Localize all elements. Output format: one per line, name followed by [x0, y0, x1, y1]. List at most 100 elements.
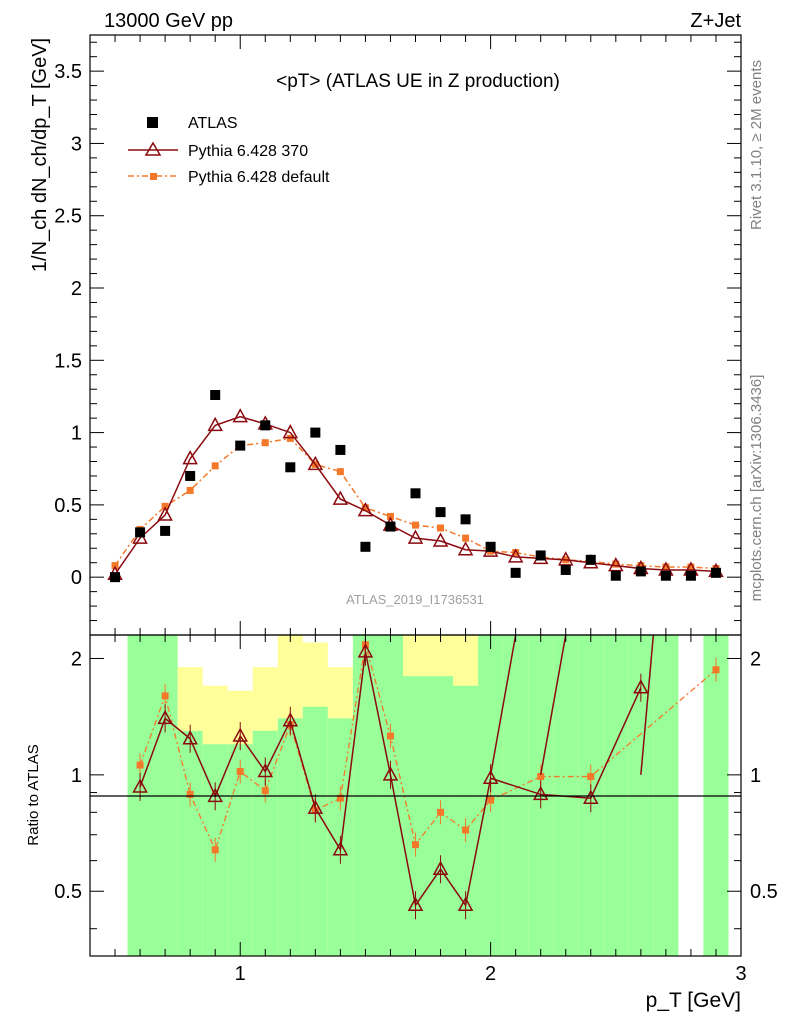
data-point-atlas	[585, 554, 596, 565]
legend-pythiadef-label: Pythia 6.428 default	[188, 169, 330, 186]
analysis-watermark: ATLAS_2019_I1736531	[346, 592, 484, 607]
data-point-pythia-370	[608, 557, 624, 572]
ratio-point-pythia-default	[161, 692, 169, 700]
data-point-pythia-default	[687, 563, 695, 571]
data-point-pythia-default	[111, 562, 119, 570]
data-point-pythia-370	[282, 424, 299, 439]
legend: ATLAS Pythia 6.428 370 Pythia 6.428 defa…	[128, 115, 330, 186]
rivet-version-label: Rivet 3.1.10, ≥ 2M events	[748, 60, 765, 230]
data-point-atlas	[385, 521, 396, 532]
x-tick-label: 2	[485, 963, 496, 985]
data-point-pythia-370	[157, 506, 173, 521]
data-point-pythia-default	[386, 512, 394, 520]
ratio-point-pythia-370	[357, 643, 374, 658]
data-point-pythia-default	[412, 521, 419, 529]
data-point-atlas	[185, 470, 196, 481]
ratio-point-pythia-370	[432, 860, 449, 875]
data-point-pythia-370	[207, 416, 223, 432]
ratio-y-tick-label-right: 0.5	[750, 881, 778, 903]
data-point-pythia-default	[462, 534, 470, 542]
data-point-atlas	[460, 514, 471, 525]
ratio-point-pythia-default	[587, 773, 595, 781]
data-point-pythia-370	[232, 408, 248, 423]
y-tick-label: 1	[71, 423, 82, 445]
data-point-atlas	[435, 507, 446, 518]
data-point-pythia-370	[457, 541, 474, 556]
ratio-point-pythia-default	[236, 768, 244, 776]
data-point-atlas	[660, 570, 671, 581]
data-point-pythia-default	[336, 468, 344, 476]
series-line-pythia-370	[114, 415, 717, 575]
data-point-pythia-370	[357, 502, 374, 517]
ratio-offscale-segment	[489, 634, 517, 775]
data-point-atlas	[235, 440, 246, 451]
axes-ticks: 1 2 3 0 0.5 1 1.5 2 2.5 3 3.5 0.5 0.5 1 1 2 2	[54, 35, 778, 985]
ratio-y-tick-label-right: 2	[750, 648, 761, 670]
data-point-atlas	[610, 570, 621, 581]
data-point-atlas	[260, 420, 271, 431]
ratio-point-pythia-370	[282, 712, 299, 727]
ratio-point-pythia-370	[307, 799, 324, 814]
ratio-band-green	[177, 730, 203, 956]
ratio-point-pythia-370	[633, 679, 649, 694]
ratio-offscale-segment	[539, 634, 567, 775]
ratio-point-pythia-default	[336, 794, 344, 802]
x-axis-label: p_T [GeV]	[646, 989, 741, 1012]
ratio-point-pythia-370	[532, 785, 549, 801]
data-point-pythia-default	[211, 462, 219, 470]
ratio-point-pythia-370	[157, 709, 173, 725]
data-point-atlas	[210, 390, 221, 400]
ratio-point-pythia-370	[332, 841, 349, 856]
data-point-pythia-default	[437, 524, 445, 532]
data-point-atlas	[510, 567, 521, 578]
data-point-pythia-default	[512, 549, 520, 557]
data-point-atlas	[310, 427, 321, 438]
data-point-atlas	[360, 541, 371, 552]
data-point-atlas	[685, 570, 696, 581]
data-point-pythia-370	[332, 490, 349, 505]
legend-atlas-marker	[147, 117, 158, 128]
ratio-point-pythia-370	[182, 730, 198, 745]
x-tick-label: 3	[735, 963, 746, 985]
data-point-pythia-default	[637, 562, 645, 570]
data-point-pythia-default	[361, 504, 369, 512]
data-point-pythia-370	[307, 455, 324, 471]
data-point-atlas	[710, 567, 721, 578]
ratio-line-pythia-370	[139, 651, 642, 908]
ratio-point-pythia-370	[232, 727, 248, 742]
data-point-pythia-default	[612, 560, 620, 568]
ratio-point-pythia-default	[211, 846, 219, 854]
data-point-atlas	[485, 541, 496, 552]
ratio-point-pythia-370	[132, 778, 148, 793]
y-tick-label: 0	[71, 567, 82, 589]
ratio-point-pythia-default	[261, 787, 269, 795]
data-point-atlas	[410, 488, 421, 499]
data-point-pythia-default	[662, 563, 670, 571]
data-point-atlas	[285, 462, 296, 473]
ratio-y-tick-label: 1	[71, 765, 82, 787]
ratio-point-pythia-370	[382, 766, 399, 781]
main-title: <pT> (ATLAS UE in Z production)	[276, 71, 560, 92]
main-y-axis-label: 1/N_ch dN_ch/dp_T [GeV]	[29, 38, 51, 272]
ratio-point-pythia-default	[537, 773, 545, 781]
data-point-atlas	[160, 525, 171, 536]
ratio-point-pythia-default	[487, 796, 495, 804]
data-point-pythia-default	[161, 502, 169, 510]
ratio-y-tick-label-right: 1	[750, 765, 761, 787]
main-title-text: <pT> (ATLAS UE in Z production)	[276, 71, 560, 92]
ratio-y-tick-label: 2	[71, 648, 82, 670]
legend-pythiadef-marker	[150, 173, 157, 180]
data-point-pythia-370	[182, 450, 198, 465]
ratio-point-pythia-370	[207, 787, 223, 803]
data-point-pythia-default	[186, 486, 194, 494]
ratio-point-pythia-default	[136, 761, 144, 769]
data-point-pythia-370	[432, 532, 449, 547]
x-tick-label: 1	[235, 963, 246, 985]
y-tick-label: 3.5	[54, 61, 82, 83]
data-point-atlas	[110, 572, 121, 583]
data-point-atlas	[635, 566, 646, 577]
ratio-point-pythia-370	[482, 769, 499, 784]
data-point-atlas	[135, 527, 146, 538]
y-tick-label: 3	[71, 133, 82, 155]
